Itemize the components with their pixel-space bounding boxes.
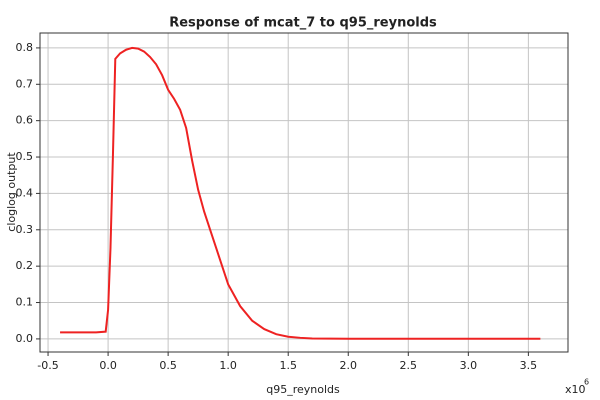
x-tick-label: 0.5 [159, 359, 177, 372]
x-tick-label: 3.5 [520, 359, 538, 372]
y-tick-label: 0.3 [16, 223, 34, 236]
plot-frame [39, 32, 569, 353]
x-tick-label: 0.0 [99, 359, 117, 372]
y-tick-label: 0.1 [16, 296, 34, 309]
y-tick-label: 0.2 [16, 259, 34, 272]
x-tick-label: 3.0 [460, 359, 478, 372]
x-axis-label: q95_reynolds [266, 383, 340, 396]
y-tick-label: 0.6 [16, 114, 34, 127]
x-tick-label: 2.0 [340, 359, 358, 372]
chart-title: Response of mcat_7 to q95_reynolds [169, 16, 437, 31]
x-tick-label: 1.5 [279, 359, 297, 372]
y-tick-label: 0.7 [16, 77, 34, 90]
y-tick-label: 0.8 [16, 41, 34, 54]
y-axis-label: cloglog output [5, 152, 18, 232]
line-series [60, 46, 541, 340]
y-tick-label: 0.5 [16, 150, 34, 163]
x-tick-label: -0.5 [37, 359, 58, 372]
x-scale-base: x10 [565, 383, 586, 396]
x-tick-label: 2.5 [400, 359, 418, 372]
y-tick-label: 0.4 [16, 186, 34, 199]
x-tick-label: 1.0 [219, 359, 237, 372]
y-tick-label: 0.0 [16, 332, 34, 345]
x-scale-exponent: 6 [584, 378, 589, 387]
